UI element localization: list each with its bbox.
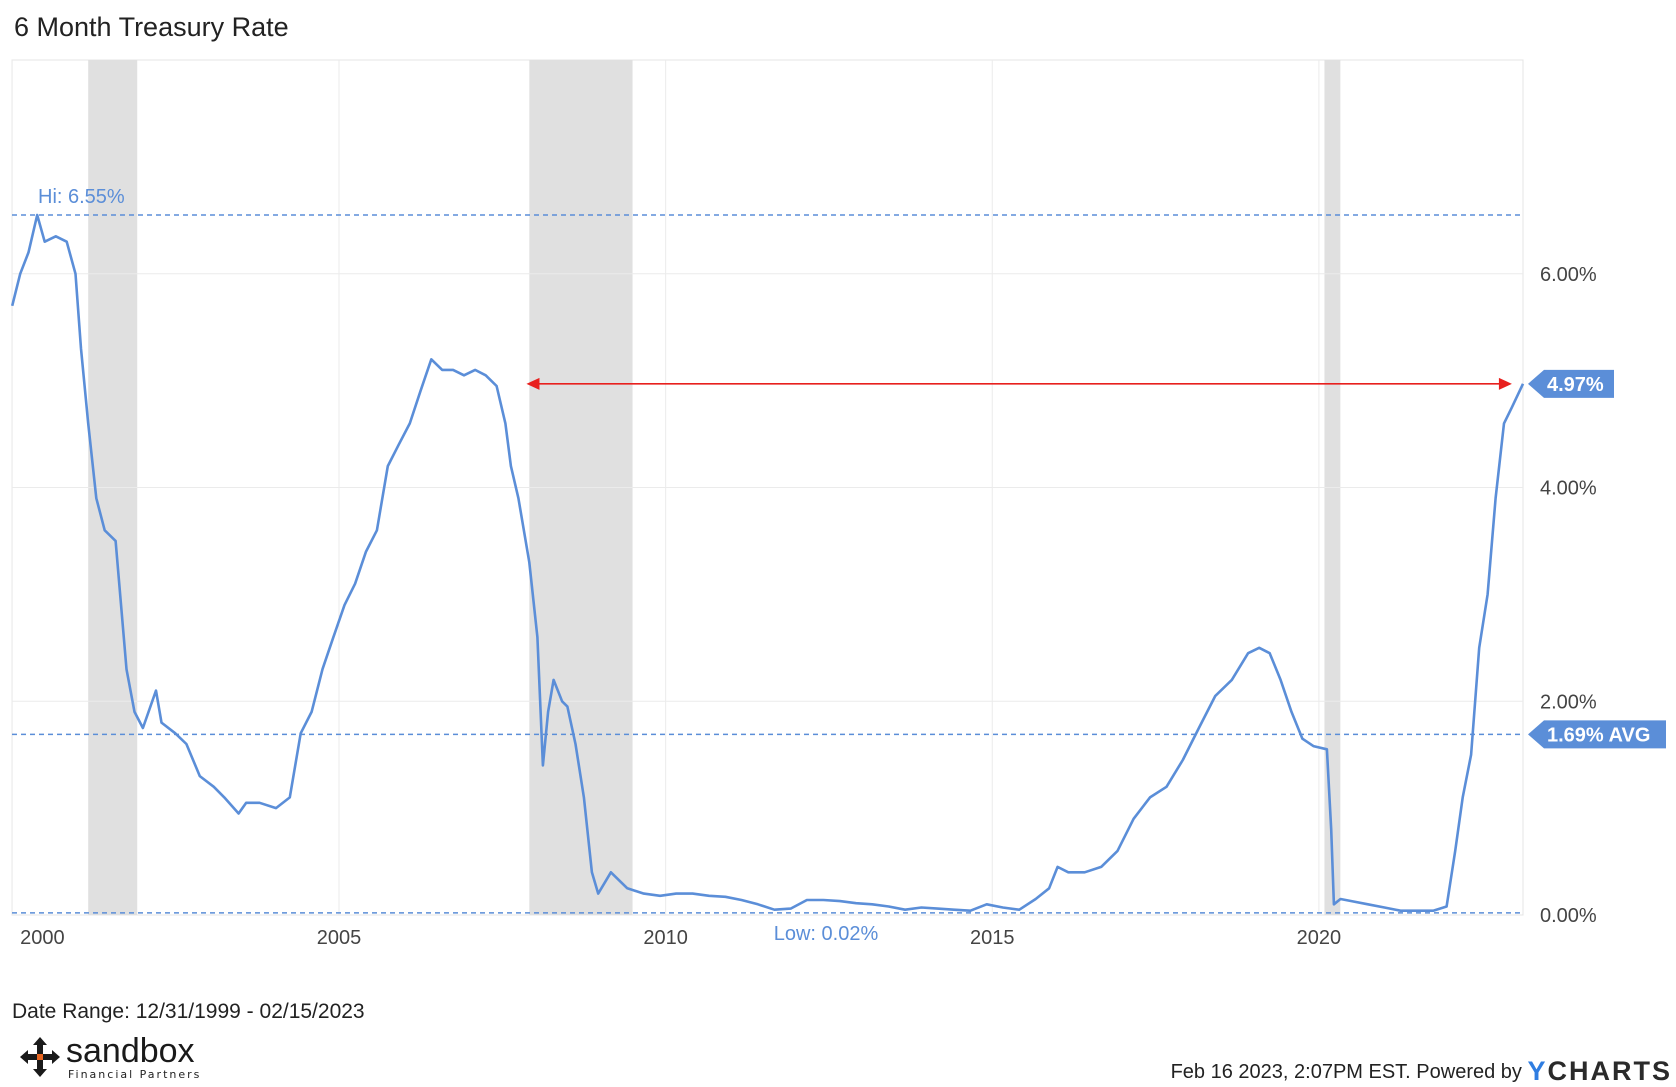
chart-title: 6 Month Treasury Rate [14, 12, 289, 42]
avg-tag [1528, 720, 1666, 749]
series-line-6-month-treasury [10, 213, 1525, 913]
current-value-tag [1528, 369, 1614, 398]
ycharts-logo-text: CHARTS [1547, 1056, 1672, 1086]
series-group [10, 213, 1525, 913]
annotation-arrow-head-right [1498, 377, 1512, 390]
ycharts-logo-y: Y [1527, 1056, 1548, 1086]
y-tick-label-2: 2.00% [1540, 691, 1597, 713]
avg-tag-label: 1.69% AVG [1547, 724, 1650, 746]
ycharts-logo: YCHARTS [1527, 1056, 1672, 1086]
annotation-arrow [526, 377, 1512, 390]
timestamp-text: Feb 16 2023, 2:07PM EST. Powered by [1170, 1061, 1522, 1083]
logo-sub-text: Financial Partners [68, 1068, 202, 1081]
sandbox-logo: sandbox Financial Partners [18, 1032, 218, 1081]
y-tick-label-4: 4.00% [1540, 478, 1597, 500]
logo-brand-text: sandbox [66, 1032, 195, 1070]
reference-labels: Hi: 6.55% Low: 0.02% 1.69% AVG 4.97% [38, 186, 1666, 945]
sandbox-arrows-icon [20, 1037, 60, 1077]
hi-label: Hi: 6.55% [38, 186, 125, 208]
x-tick-label-2010: 2010 [643, 927, 688, 949]
x-tick-label-2020: 2020 [1297, 927, 1342, 949]
attribution: Feb 16 2023, 2:07PM EST. Powered by YCHA… [1171, 1056, 1672, 1087]
annotation-arrow-head-left [526, 377, 540, 390]
x-tick-label-2000: 2000 [20, 927, 65, 949]
y-tick-label-6: 6.00% [1540, 264, 1597, 286]
date-range-caption: Date Range: 12/31/1999 - 02/15/2023 [12, 1000, 365, 1023]
line-chart: 2000 2005 2010 2015 2020 0.00% 2.00% 4.00% 6.00%… [10, 59, 1666, 949]
x-tick-label-2015: 2015 [970, 927, 1015, 949]
current-value-label: 4.97% [1547, 374, 1604, 396]
y-tick-label-0: 0.00% [1540, 905, 1597, 927]
x-tick-label-2005: 2005 [317, 927, 362, 949]
low-label: Low: 0.02% [774, 923, 879, 945]
axis-ticks: 2000 2005 2010 2015 2020 0.00% 2.00% 4.00% 6.00% [20, 264, 1597, 949]
gridlines [11, 60, 1523, 915]
reference-lines [12, 214, 1523, 914]
